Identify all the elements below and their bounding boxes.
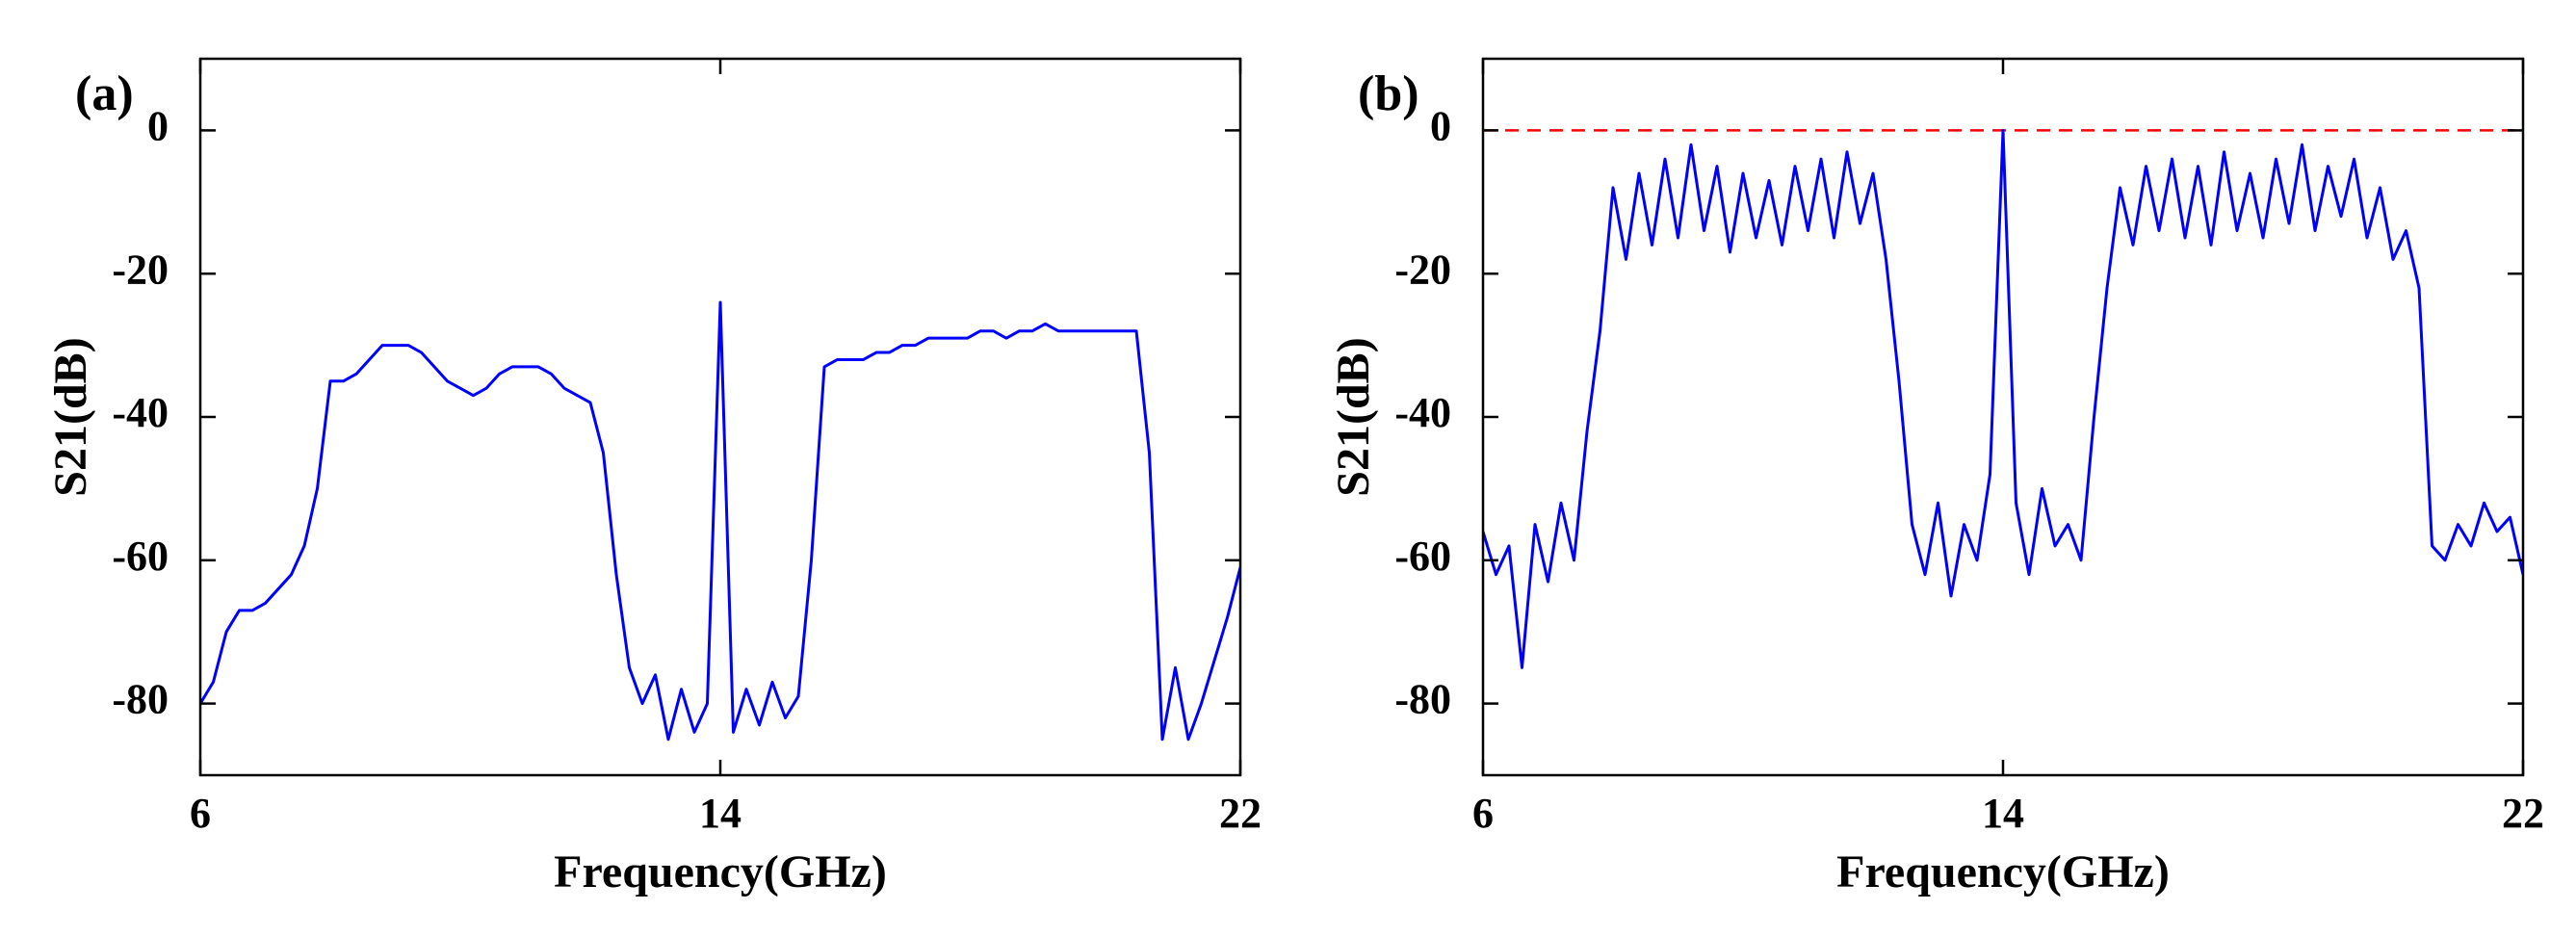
x-tick-label: 14 xyxy=(699,790,742,837)
x-tick-label: 22 xyxy=(2502,790,2544,837)
y-tick-label: -20 xyxy=(1394,246,1451,293)
y-tick-label: 0 xyxy=(147,102,169,149)
plot-frame xyxy=(198,57,1242,777)
data-line xyxy=(1483,128,2523,669)
x-axis-label: Frequency(GHz) xyxy=(1836,846,2170,897)
y-tick-label: -40 xyxy=(1394,389,1451,436)
x-tick-label: 6 xyxy=(190,790,211,837)
x-tick-label: 22 xyxy=(1219,790,1262,837)
y-axis-label: S21(dB) xyxy=(45,337,96,496)
panel-label: (a) xyxy=(75,66,134,121)
y-axis-label: S21(dB) xyxy=(1328,337,1379,496)
y-tick-label: -80 xyxy=(112,676,169,723)
x-axis-label: Frequency(GHz) xyxy=(554,846,887,897)
x-tick-label: 14 xyxy=(1982,790,2024,837)
y-tick-label: -60 xyxy=(1394,533,1451,580)
y-tick-label: -80 xyxy=(1394,676,1451,723)
panel-label: (b) xyxy=(1358,66,1419,121)
x-tick-label: 6 xyxy=(1472,790,1494,837)
panel: (b) -80 -60 -40 -20 0 6 14 22 Frequency(GHz) S21(d… xyxy=(1328,57,2544,897)
y-tick-label: -60 xyxy=(112,533,169,580)
y-tick-label: 0 xyxy=(1430,102,1451,149)
y-tick-label: -40 xyxy=(112,389,169,436)
y-tick-label: -20 xyxy=(112,246,169,293)
data-line xyxy=(200,300,1240,741)
panel: (a) -80 -60 -40 -20 0 6 14 22 Frequency(GHz) S21(d… xyxy=(45,57,1262,897)
